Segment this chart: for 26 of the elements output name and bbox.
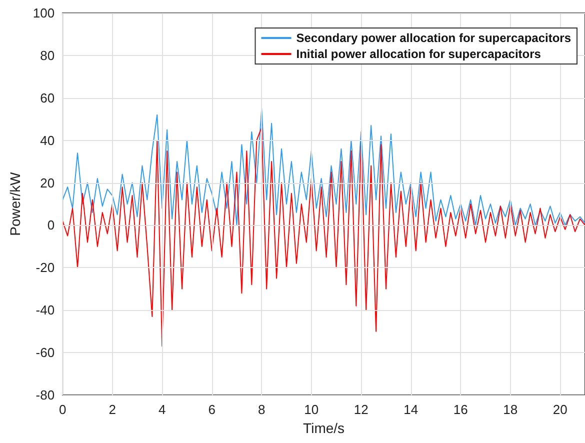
x-tick-label: 16	[453, 402, 468, 417]
legend-label: Secondary power allocation for supercapacitors	[296, 31, 572, 45]
y-tick-label: -40	[36, 302, 55, 318]
x-tick-label: 4	[158, 402, 166, 417]
x-tick-label: 18	[503, 402, 518, 417]
y-tick-label: 60	[40, 90, 55, 106]
x-tick-label: 20	[552, 402, 568, 417]
x-tick-label: 0	[58, 402, 66, 417]
x-axis-title: Time/s	[303, 420, 345, 436]
y-tick-label: -80	[36, 388, 55, 402]
y-tick-label: 100	[32, 6, 55, 20]
y-tick-label: 40	[40, 132, 55, 148]
y-tick-label: 20	[40, 175, 55, 190]
line-series	[62, 127, 585, 347]
x-tick-label: 6	[208, 402, 216, 417]
x-tick-label: 10	[304, 402, 319, 417]
y-tick-label: 0	[47, 218, 55, 233]
y-tick-label: 80	[40, 48, 55, 63]
legend-label: Initial power allocation for supercapacitors	[296, 47, 542, 61]
y-axis-title: Power/kW	[7, 171, 23, 236]
x-tick-label: 8	[258, 402, 266, 417]
x-tick-label: 14	[404, 402, 418, 417]
x-tick-label: 12	[354, 402, 368, 417]
y-tick-label: -60	[36, 345, 55, 360]
x-tick-label: 2	[108, 402, 116, 417]
y-tick-label: -20	[36, 260, 55, 276]
